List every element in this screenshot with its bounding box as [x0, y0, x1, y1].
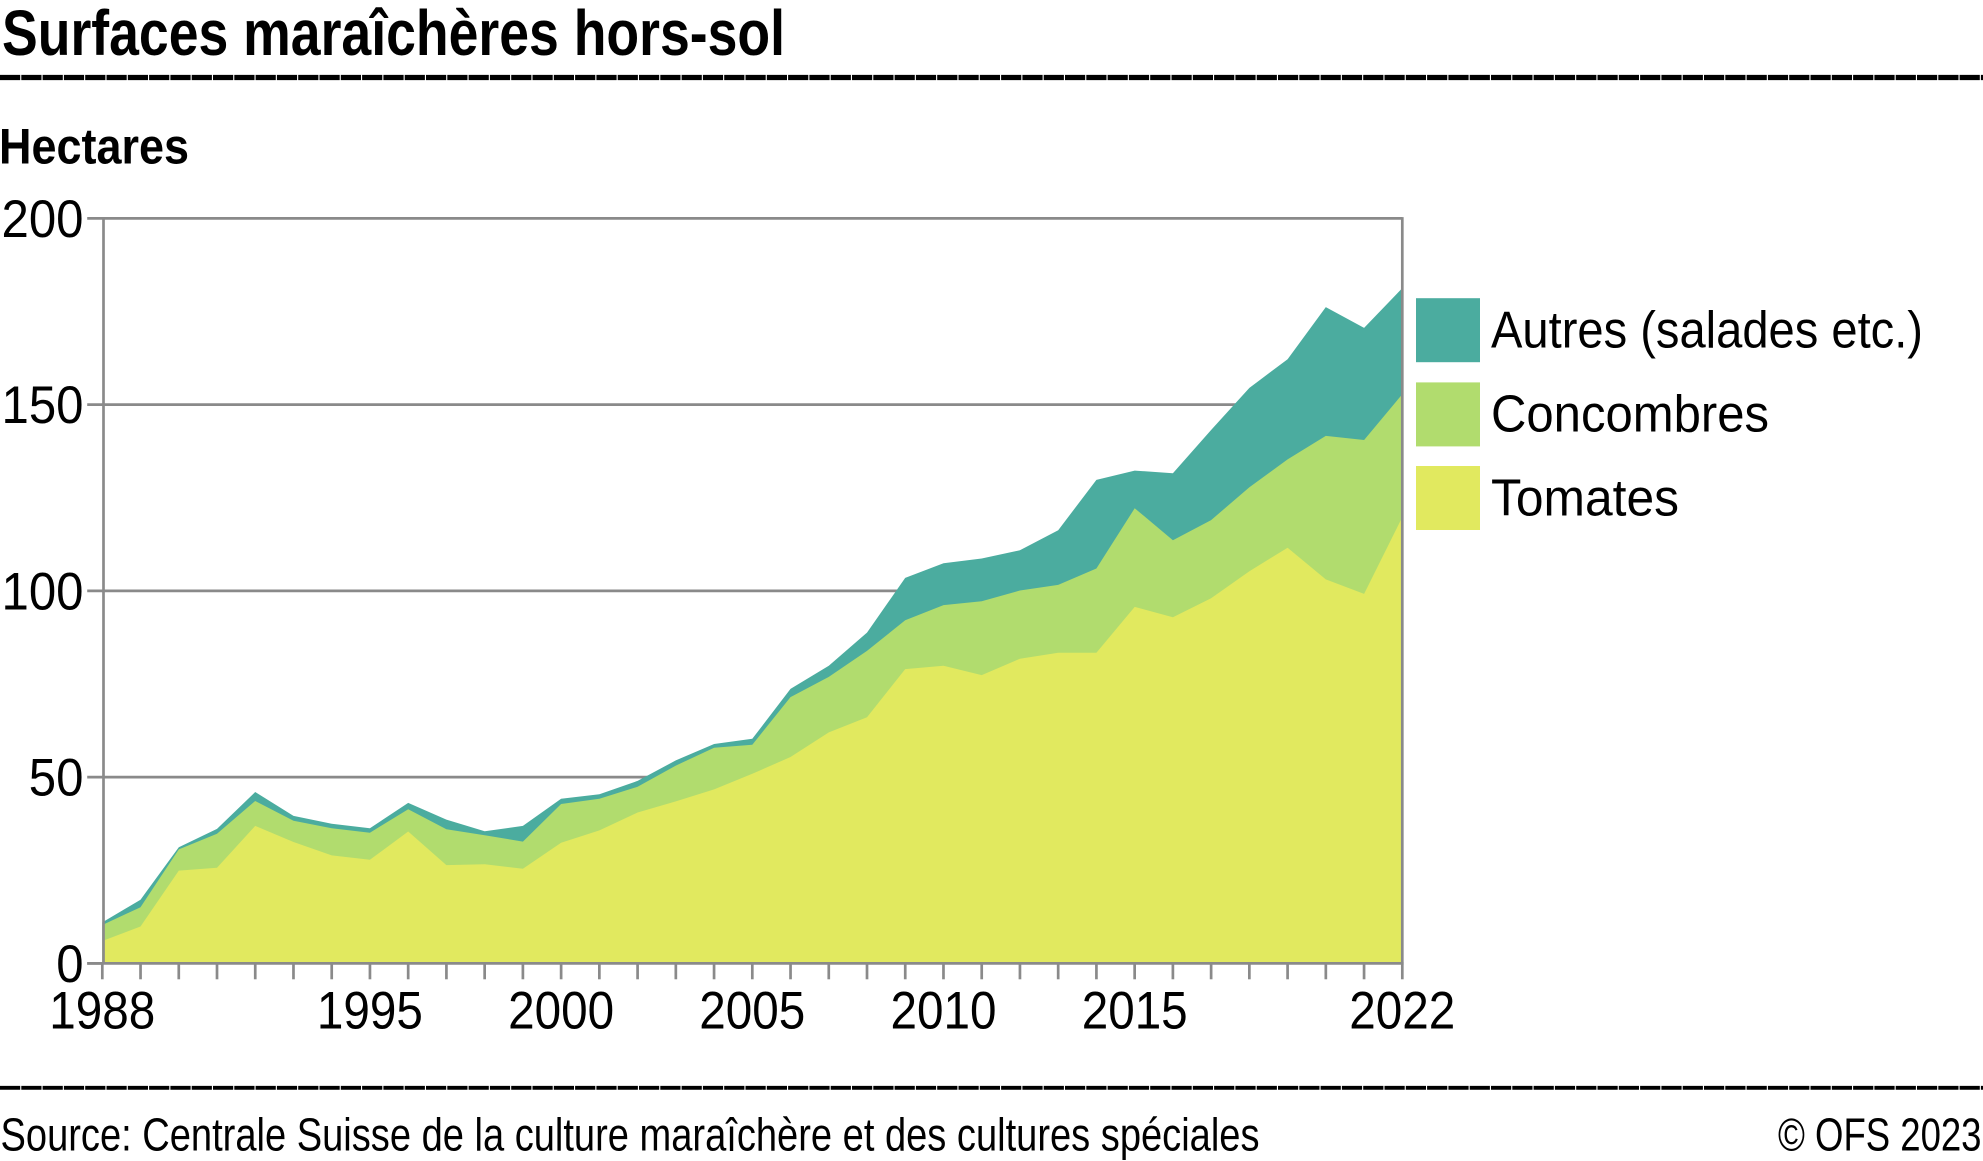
svg-text:1988: 1988	[49, 981, 155, 1040]
svg-text:2015: 2015	[1082, 981, 1188, 1040]
svg-text:50: 50	[29, 749, 84, 808]
svg-text:2000: 2000	[508, 981, 614, 1040]
svg-text:200: 200	[2, 190, 84, 249]
svg-text:2005: 2005	[699, 981, 805, 1040]
svg-text:Tomates: Tomates	[1491, 469, 1679, 527]
svg-text:Source: Centrale Suisse de la: Source: Centrale Suisse de la culture ma…	[1, 1109, 1260, 1161]
svg-text:© OFS 2023: © OFS 2023	[1778, 1109, 1982, 1161]
svg-text:0: 0	[56, 935, 83, 994]
svg-text:100: 100	[2, 562, 84, 621]
svg-text:2010: 2010	[891, 981, 997, 1040]
svg-text:Hectares: Hectares	[0, 118, 189, 174]
svg-text:150: 150	[2, 376, 84, 435]
svg-text:Autres (salades etc.): Autres (salades etc.)	[1491, 302, 1923, 360]
svg-text:2022: 2022	[1349, 981, 1455, 1040]
svg-text:1995: 1995	[317, 981, 423, 1040]
svg-text:Surfaces maraîchères hors-sol: Surfaces maraîchères hors-sol	[2, 0, 785, 69]
svg-text:Concombres: Concombres	[1491, 386, 1769, 444]
